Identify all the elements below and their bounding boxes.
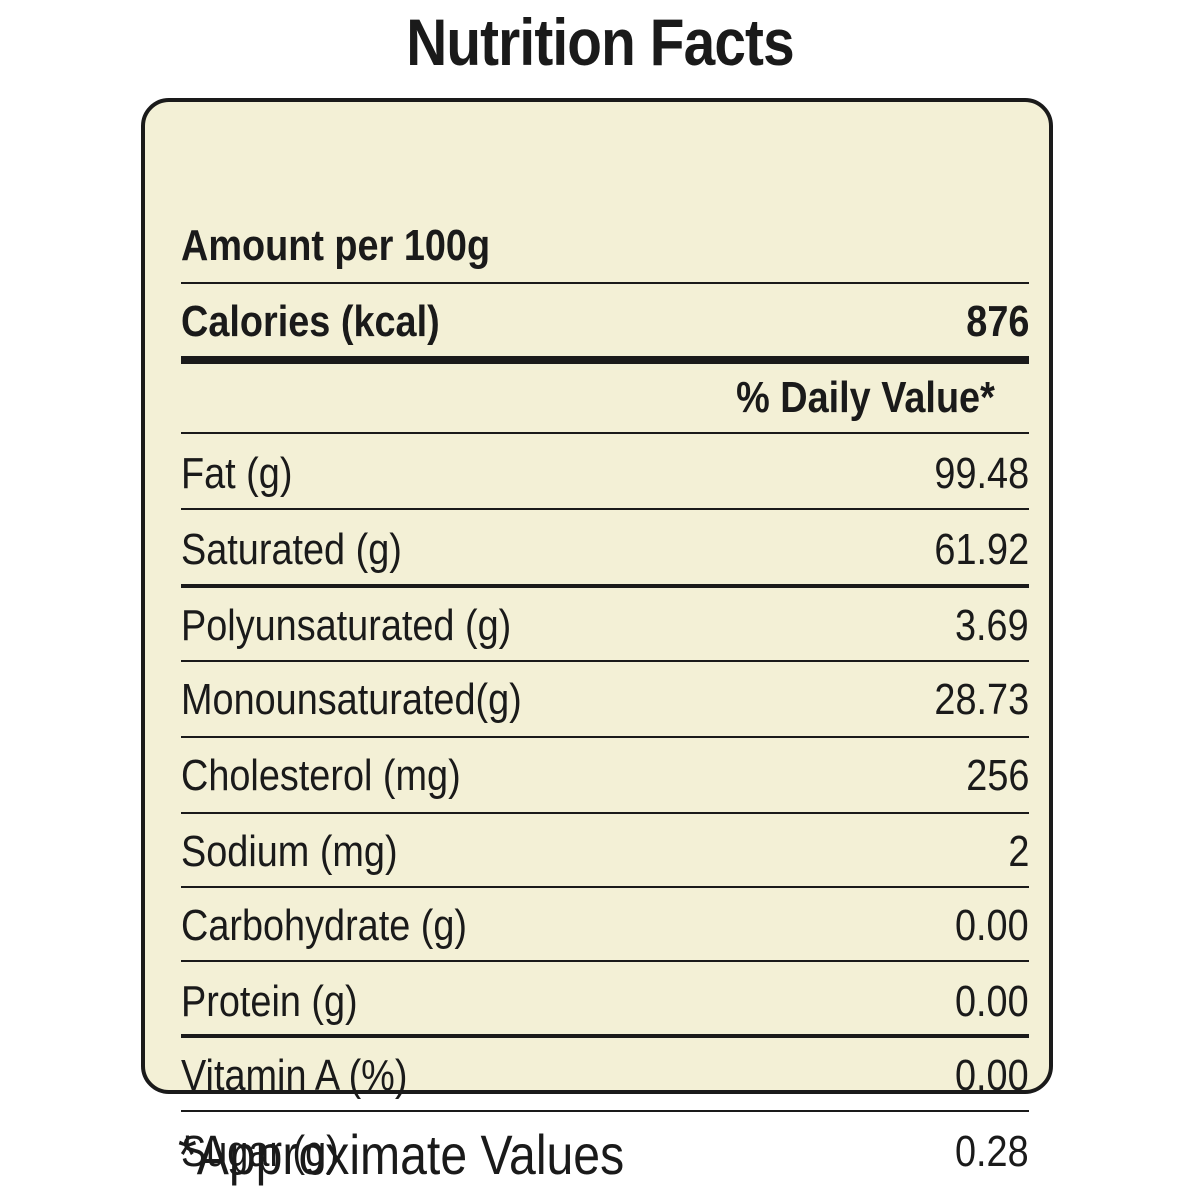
- divider: [181, 432, 1029, 434]
- daily-value-header: % Daily Value*: [736, 373, 995, 422]
- nutrient-label: Saturated (g): [181, 525, 402, 574]
- nutrient-label: Monounsaturated(g): [181, 675, 522, 724]
- serving-label: Amount per 100g: [181, 221, 491, 270]
- divider: [181, 736, 1029, 738]
- calories-row: Calories (kcal) 876: [181, 288, 1029, 348]
- nutrient-row: Fat (g) 99.48: [181, 440, 1029, 500]
- divider: [181, 1110, 1029, 1112]
- divider-medium: [181, 1034, 1029, 1038]
- nutrient-value: 256: [965, 751, 1029, 800]
- nutrient-label: Polyunsaturated (g): [181, 601, 512, 650]
- nutrient-label: Fat (g): [181, 449, 293, 498]
- serving-row: Amount per 100g: [181, 212, 1029, 272]
- nutrition-facts-title: Nutrition Facts: [406, 5, 794, 79]
- divider-thick: [181, 356, 1029, 364]
- nutrient-label: Carbohydrate (g): [181, 901, 468, 950]
- nutrient-value: 0.00: [955, 1051, 1029, 1100]
- nutrient-row: Sodium (mg) 2: [181, 818, 1029, 878]
- nutrient-value: 0.00: [955, 977, 1029, 1026]
- nutrient-row: Carbohydrate (g) 0.00: [181, 892, 1029, 952]
- nutrient-label: Cholesterol (mg): [181, 751, 461, 800]
- calories-value: 876: [965, 297, 1029, 346]
- divider: [181, 960, 1029, 962]
- divider: [181, 886, 1029, 888]
- footnote: *Approximate Values: [178, 1123, 625, 1186]
- nutrient-value: 28.73: [934, 675, 1029, 724]
- nutrient-label: Protein (g): [181, 977, 358, 1026]
- nutrient-label: Vitamin A (%): [181, 1051, 408, 1100]
- nutrient-label: Sodium (mg): [181, 827, 398, 876]
- nutrient-value: 0.28: [955, 1127, 1029, 1176]
- divider: [181, 282, 1029, 284]
- divider-medium: [181, 584, 1029, 588]
- nutrient-value: 3.69: [955, 601, 1029, 650]
- nutrient-value: 2: [1007, 827, 1029, 876]
- calories-label: Calories (kcal): [181, 297, 440, 346]
- nutrient-value: 61.92: [934, 525, 1029, 574]
- nutrient-row: Protein (g) 0.00: [181, 968, 1029, 1028]
- nutrient-value: 99.48: [934, 449, 1029, 498]
- nutrient-row: Sugar (g) 0.28: [181, 1118, 1029, 1178]
- divider: [181, 508, 1029, 510]
- nutrient-value: 0.00: [955, 901, 1029, 950]
- nutrient-row: Polyunsaturated (g) 3.69: [181, 592, 1029, 652]
- nutrient-row: Monounsaturated(g) 28.73: [181, 666, 1029, 726]
- nutrition-panel: Amount per 100g Calories (kcal) 876 % Da…: [141, 98, 1053, 1176]
- divider: [181, 812, 1029, 814]
- nutrient-label: Sugar (g): [181, 1127, 339, 1176]
- nutrient-row: Vitamin A (%) 0.00: [181, 1042, 1029, 1102]
- nutrient-row: Saturated (g) 61.92: [181, 516, 1029, 576]
- nutrient-row: Cholesterol (mg) 256: [181, 742, 1029, 802]
- divider: [181, 660, 1029, 662]
